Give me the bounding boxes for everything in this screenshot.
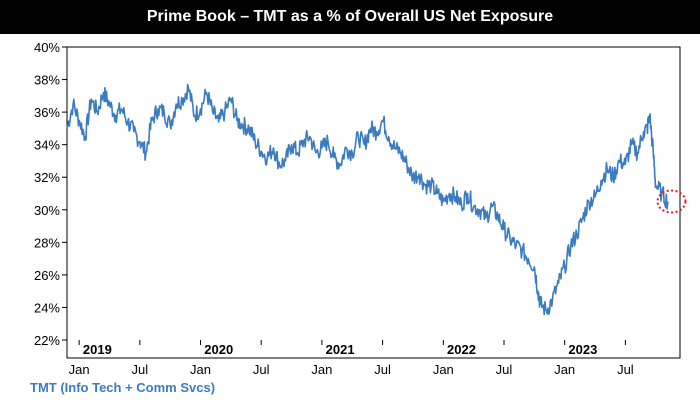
chart-title-bar: Prime Book – TMT as a % of Overall US Ne… [0,0,700,34]
x-tick-label: Jul [132,362,149,377]
x-tick-label: Jan [311,362,332,377]
year-label: 2020 [204,342,233,357]
y-tick-label: 28% [34,235,60,250]
y-tick-label: 38% [34,73,60,88]
year-label: 2022 [447,342,476,357]
plot-frame [66,46,681,359]
x-tick-label: Jul [496,362,513,377]
legend-label: TMT (Info Tech + Comm Svcs) [30,380,216,395]
chart-title: Prime Book – TMT as a % of Overall US Ne… [146,8,554,25]
year-label: 2021 [326,342,355,357]
x-tick-label: Jul [617,362,634,377]
y-tick-label: 24% [34,300,60,315]
year-label: 2019 [83,342,112,357]
y-tick-label: 36% [34,105,60,120]
highlight-circle [656,189,687,214]
y-tick-label: 40% [34,40,60,55]
x-tick-label: Jan [190,362,211,377]
x-tick-label: Jan [433,362,454,377]
y-tick-label: 30% [34,203,60,218]
y-tick-label: 32% [34,170,60,185]
year-label: 2023 [568,342,597,357]
x-tick-label: Jul [253,362,270,377]
y-tick-label: 22% [34,333,60,348]
x-tick-label: Jan [69,362,90,377]
y-tick-label: 34% [34,138,60,153]
series-line-tmt [66,83,669,316]
x-tick-label: Jul [374,362,391,377]
x-tick-label: Jan [554,362,575,377]
y-tick-label: 26% [34,268,60,283]
